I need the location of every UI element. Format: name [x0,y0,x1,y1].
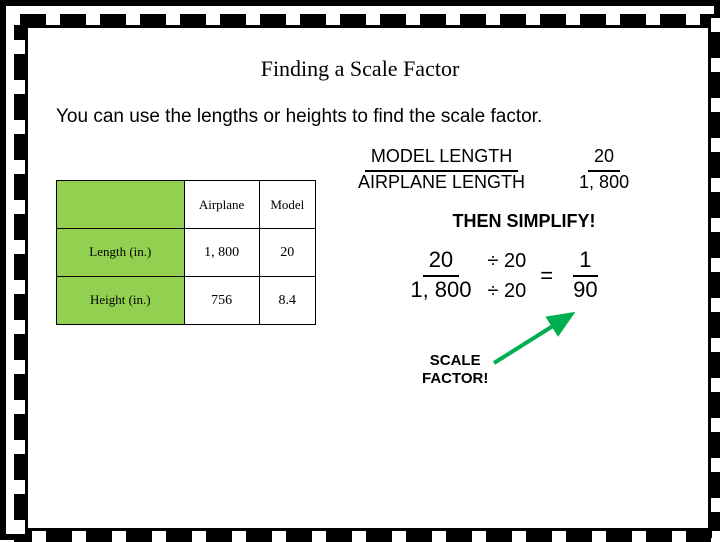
row-header-length: Length (in.) [57,229,185,277]
ratio-numerator-label: MODEL LENGTH [365,146,518,172]
equals-sign: = [536,263,557,289]
scale-factor-label: SCALE FACTOR! [422,352,488,388]
table-row: Length (in.) 1, 800 20 [57,229,316,277]
ratio-labels-fraction: MODEL LENGTH AIRPLANE LENGTH [352,146,531,195]
table-cell: 1, 800 [184,229,259,277]
page-subtitle: You can use the lengths or heights to fi… [56,106,664,128]
table-corner-cell [57,181,185,229]
result-numerator: 1 [573,247,597,277]
simplify-expression: 20 1, 800 ÷ 20 ÷ 20 = 1 90 [344,246,664,306]
result-denominator: 90 [567,277,603,305]
left-fraction: 20 1, 800 [404,247,477,306]
arrow-icon [484,308,584,368]
main-row: Airplane Model Length (in.) 1, 800 20 He… [56,146,664,325]
ratio-denominator-label: AIRPLANE LENGTH [352,172,531,196]
slide-frame: Finding a Scale Factor You can use the l… [0,0,720,540]
ratio-denominator-value: 1, 800 [573,172,635,196]
page-title: Finding a Scale Factor [56,56,664,82]
col-header-airplane: Airplane [184,181,259,229]
table-header-row: Airplane Model [57,181,316,229]
table-cell: 8.4 [259,277,315,325]
divide-bottom: ÷ 20 [488,276,527,306]
table-cell: 20 [259,229,315,277]
ratio-numerator-value: 20 [588,146,620,172]
data-table-wrap: Airplane Model Length (in.) 1, 800 20 He… [56,180,316,325]
result-fraction: 1 90 [567,247,603,306]
divide-top: ÷ 20 [488,246,527,276]
calculation-area: MODEL LENGTH AIRPLANE LENGTH 20 1, 800 T… [344,146,664,325]
scale-factor-line1: SCALE [430,352,481,369]
data-table: Airplane Model Length (in.) 1, 800 20 He… [56,180,316,325]
table-cell: 756 [184,277,259,325]
simplify-label: THEN SIMPLIFY! [344,211,664,232]
scale-factor-line2: FACTOR! [422,370,488,387]
ratio-setup: MODEL LENGTH AIRPLANE LENGTH 20 1, 800 [344,146,664,195]
row-header-height: Height (in.) [57,277,185,325]
col-header-model: Model [259,181,315,229]
table-row: Height (in.) 756 8.4 [57,277,316,325]
divide-by-group: ÷ 20 ÷ 20 [488,246,527,306]
ratio-values-fraction: 20 1, 800 [573,146,635,195]
left-numerator: 20 [423,247,459,277]
left-denominator: 1, 800 [404,277,477,305]
content-area: Finding a Scale Factor You can use the l… [56,50,664,490]
